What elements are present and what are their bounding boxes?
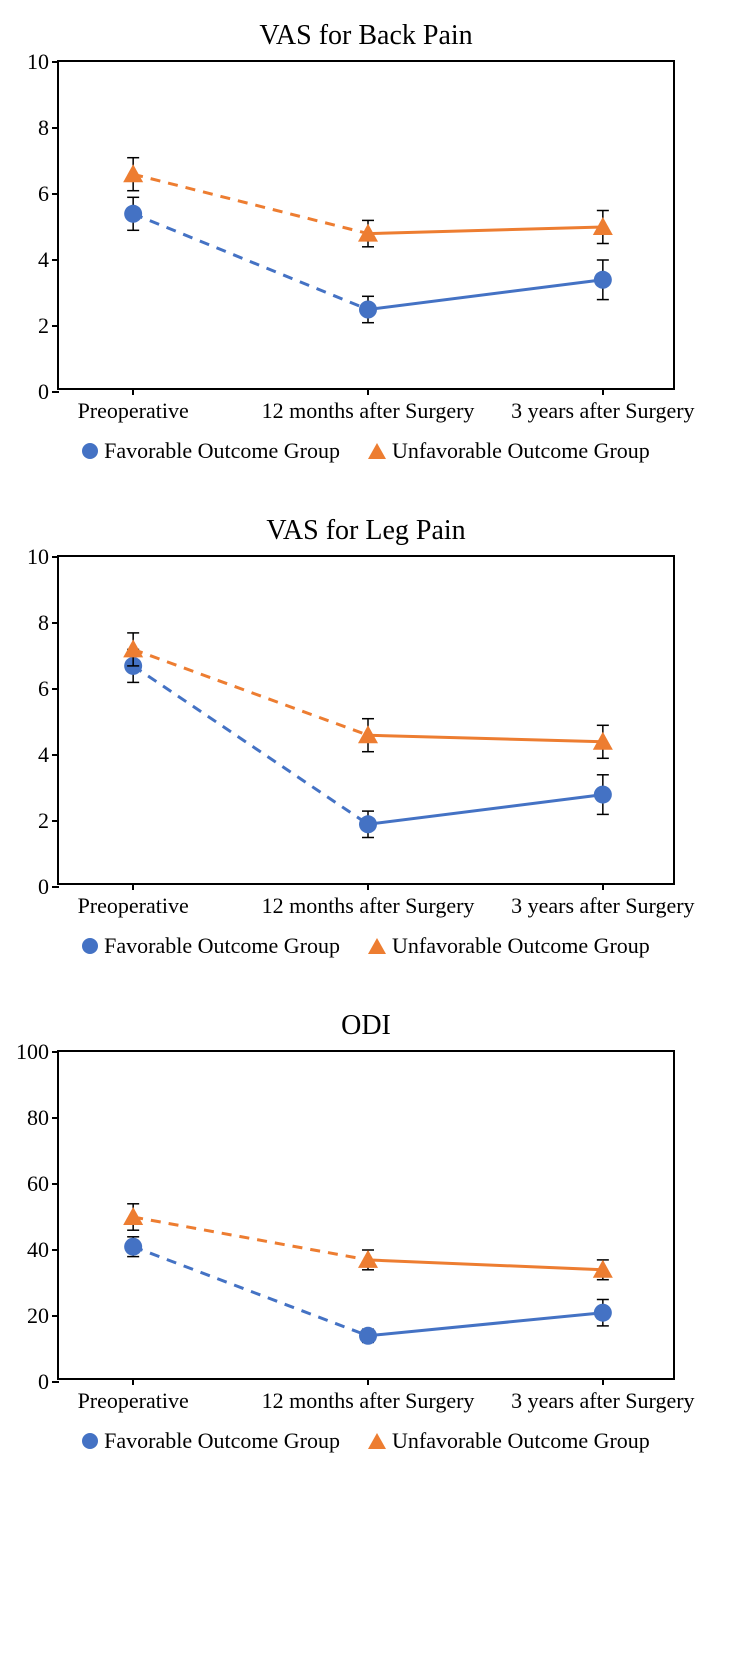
marker-circle [124,205,142,223]
x-tick-label: Preoperative [78,883,189,919]
marker-circle [594,271,612,289]
legend-item: Favorable Outcome Group [82,438,340,464]
legend-label: Favorable Outcome Group [104,438,340,464]
y-tick-label: 0 [38,1369,59,1395]
series-line [133,1217,368,1260]
legend-label: Unfavorable Outcome Group [392,438,650,464]
series-line [368,280,603,310]
chart-title: VAS for Leg Pain [20,515,712,547]
chart-block: VAS for Back Pain0246810Preoperative12 m… [20,20,712,465]
legend-item: Unfavorable Outcome Group [368,1428,650,1454]
y-tick-label: 80 [27,1105,59,1131]
x-tick-label: 3 years after Surgery [511,883,694,919]
y-tick-label: 0 [38,874,59,900]
legend-label: Favorable Outcome Group [104,1428,340,1454]
legend-marker-circle-icon [82,1433,98,1449]
y-tick-label: 6 [38,676,59,702]
legend-marker-circle-icon [82,443,98,459]
marker-circle [594,1304,612,1322]
x-tick-label: Preoperative [78,388,189,424]
y-tick-label: 0 [38,379,59,405]
y-tick-label: 8 [38,610,59,636]
series-line [133,666,368,824]
series-line [368,1313,603,1336]
x-tick-label: 12 months after Surgery [262,883,475,919]
series-line [133,649,368,735]
y-tick-label: 10 [27,544,59,570]
marker-circle [359,1327,377,1345]
y-tick-label: 4 [38,247,59,273]
y-tick-label: 10 [27,49,59,75]
legend-label: Favorable Outcome Group [104,933,340,959]
series-line [133,174,368,233]
x-tick-label: 3 years after Surgery [511,388,694,424]
x-tick-label: 12 months after Surgery [262,388,475,424]
chart-svg [59,1052,677,1382]
legend-item: Unfavorable Outcome Group [368,438,650,464]
legend-marker-triangle-icon [368,443,386,459]
legend-item: Unfavorable Outcome Group [368,933,650,959]
y-tick-label: 40 [27,1237,59,1263]
y-tick-label: 2 [38,313,59,339]
series-line [133,1247,368,1336]
marker-circle [359,815,377,833]
legend-marker-circle-icon [82,938,98,954]
chart-svg [59,62,677,392]
marker-circle [124,1238,142,1256]
plot-area: 020406080100Preoperative12 months after … [57,1050,675,1380]
marker-circle [594,786,612,804]
series-line [133,214,368,310]
marker-triangle [123,639,143,657]
marker-triangle [123,164,143,182]
marker-triangle [123,1207,143,1225]
y-tick-label: 20 [27,1303,59,1329]
chart-title: VAS for Back Pain [20,20,712,52]
y-tick-label: 6 [38,181,59,207]
chart-title: ODI [20,1010,712,1042]
legend-label: Unfavorable Outcome Group [392,1428,650,1454]
legend-label: Unfavorable Outcome Group [392,933,650,959]
legend: Favorable Outcome Group Unfavorable Outco… [20,438,712,465]
x-tick-label: Preoperative [78,1378,189,1414]
legend-item: Favorable Outcome Group [82,933,340,959]
chart-svg [59,557,677,887]
legend: Favorable Outcome Group Unfavorable Outco… [20,933,712,960]
y-tick-label: 8 [38,115,59,141]
series-line [368,1260,603,1270]
series-line [368,735,603,742]
legend-item: Favorable Outcome Group [82,1428,340,1454]
legend-marker-triangle-icon [368,1433,386,1449]
series-line [368,795,603,825]
legend: Favorable Outcome Group Unfavorable Outco… [20,1428,712,1455]
x-tick-label: 12 months after Surgery [262,1378,475,1414]
x-tick-label: 3 years after Surgery [511,1378,694,1414]
y-tick-label: 4 [38,742,59,768]
marker-circle [359,301,377,319]
series-line [368,227,603,234]
y-tick-label: 2 [38,808,59,834]
chart-block: ODI 020406080100Preoperative12 months aft… [20,1010,712,1455]
legend-marker-triangle-icon [368,938,386,954]
y-tick-label: 100 [16,1039,59,1065]
chart-block: VAS for Leg Pain0246810Preoperative12 mo… [20,515,712,960]
y-tick-label: 60 [27,1171,59,1197]
plot-area: 0246810Preoperative12 months after Surge… [57,60,675,390]
plot-area: 0246810Preoperative12 months after Surge… [57,555,675,885]
